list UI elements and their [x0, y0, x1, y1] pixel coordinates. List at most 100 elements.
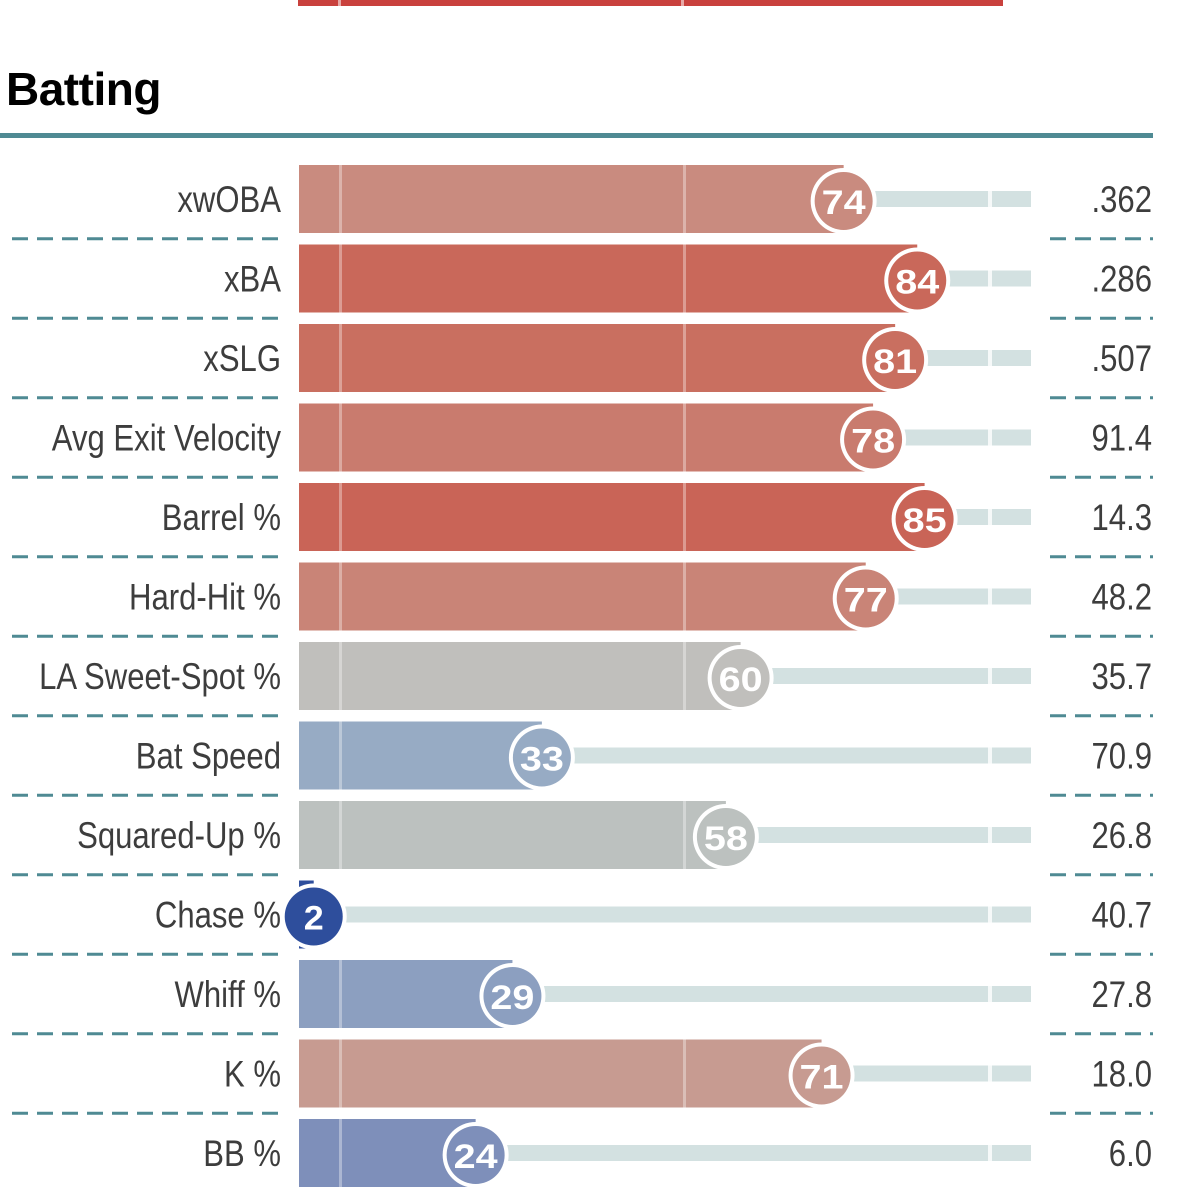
track-tick — [988, 668, 992, 684]
track-tick — [988, 1065, 992, 1082]
bar-reference-tick — [339, 801, 342, 869]
metric-label: xwOBA — [177, 179, 281, 220]
stat-value: 40.7 — [1092, 895, 1153, 936]
track-tick — [988, 270, 992, 287]
metric-label: Barrel % — [162, 497, 281, 538]
metric-label: Hard-Hit % — [129, 577, 281, 618]
bar-reference-tick — [683, 1039, 686, 1108]
bar-reference-tick — [683, 642, 686, 710]
percentile-bar — [299, 403, 874, 472]
track-tick — [988, 906, 992, 923]
metric-label: LA Sweet-Spot % — [39, 656, 281, 697]
bar-reference-tick — [683, 324, 686, 392]
bar-reference-tick — [339, 403, 342, 472]
percentile-value-label: 81 — [873, 343, 917, 381]
percentile-bubble — [866, 331, 925, 389]
percentile-bar — [299, 483, 925, 551]
track-tick — [988, 509, 992, 525]
percentile-track — [725, 827, 1031, 843]
bar-reference-tick — [683, 244, 686, 313]
metric-label: BB % — [203, 1133, 281, 1174]
percentile-value-label: 84 — [895, 264, 939, 302]
percentile-bubble — [844, 410, 903, 469]
section-rule — [0, 133, 1153, 138]
track-tick — [988, 747, 992, 764]
percentile-track — [512, 986, 1031, 1002]
percentile-track — [821, 1065, 1031, 1082]
bar-reference-tick — [683, 165, 686, 233]
percentile-bubble — [711, 649, 770, 707]
track-tick — [988, 191, 992, 207]
percentile-value-label: 85 — [903, 502, 947, 540]
metric-label: xSLG — [203, 338, 281, 379]
percentile-track — [541, 747, 1031, 764]
track-tick — [988, 827, 992, 843]
percentile-value-label: 77 — [844, 582, 888, 620]
percentile-bar — [299, 562, 866, 631]
percentile-value-label: 29 — [490, 979, 534, 1017]
track-tick — [988, 350, 992, 366]
metric-label: xBA — [224, 259, 281, 300]
previous-section-bar-fill — [298, 0, 1003, 6]
percentile-bubble — [446, 1126, 505, 1184]
section-title: Batting — [6, 63, 161, 115]
percentile-track — [475, 1145, 1031, 1161]
bar-reference-tick — [683, 483, 686, 551]
bar-reference-tick — [339, 165, 342, 233]
previous-section-tick — [338, 0, 341, 6]
percentile-value-label: 78 — [851, 423, 895, 461]
percentile-bar — [299, 801, 726, 869]
percentile-value-label: 33 — [520, 741, 564, 779]
track-tick — [988, 429, 992, 446]
stat-value: .362 — [1092, 179, 1153, 220]
stat-value: .286 — [1092, 259, 1153, 300]
bar-reference-tick — [339, 244, 342, 313]
percentile-value-label: 58 — [704, 820, 748, 858]
stat-value: 70.9 — [1092, 736, 1153, 777]
percentile-bubble — [512, 728, 571, 787]
stat-value: 35.7 — [1092, 656, 1153, 697]
previous-section-bar — [298, 0, 1034, 6]
metric-label: Avg Exit Velocity — [52, 418, 282, 459]
track-tick — [988, 588, 992, 605]
track-tick — [988, 986, 992, 1002]
percentile-value-label: 71 — [800, 1059, 844, 1097]
metric-label: K % — [224, 1054, 281, 1095]
bar-reference-tick — [339, 324, 342, 392]
percentile-bubble — [284, 887, 343, 946]
previous-section-tick — [681, 0, 684, 6]
percentile-track — [895, 350, 1031, 366]
bar-reference-tick — [339, 1119, 342, 1187]
percentile-bubble — [895, 490, 954, 548]
percentile-bubble — [483, 967, 542, 1025]
percentile-track — [313, 906, 1032, 923]
percentile-bar — [299, 721, 542, 790]
percentile-value-label: 74 — [822, 184, 866, 222]
stat-value: 48.2 — [1092, 577, 1153, 618]
percentile-bar — [299, 244, 918, 313]
bar-reference-tick — [339, 483, 342, 551]
percentile-bubble — [888, 251, 947, 310]
bar-reference-tick — [339, 642, 342, 710]
stat-value: 27.8 — [1092, 974, 1153, 1015]
bar-reference-tick — [339, 721, 342, 790]
percentile-bar — [299, 324, 896, 392]
percentile-bar — [299, 165, 844, 233]
bar-reference-tick — [339, 1039, 342, 1108]
bar-reference-tick — [339, 562, 342, 631]
metric-label: Whiff % — [175, 974, 282, 1015]
stat-value: .507 — [1092, 338, 1153, 379]
percentile-value-label: 2 — [304, 900, 324, 938]
percentile-value-label: 24 — [454, 1138, 498, 1176]
percentile-bar — [299, 1039, 822, 1108]
stat-value: 26.8 — [1092, 815, 1153, 856]
percentile-bubble — [814, 172, 873, 230]
percentile-bubble — [836, 569, 895, 628]
track-tick — [988, 1145, 992, 1161]
bar-reference-tick — [683, 403, 686, 472]
percentile-bubble — [696, 808, 755, 866]
metric-label: Chase % — [155, 895, 281, 936]
bar-reference-tick — [339, 960, 342, 1028]
percentile-value-label: 60 — [719, 661, 763, 699]
